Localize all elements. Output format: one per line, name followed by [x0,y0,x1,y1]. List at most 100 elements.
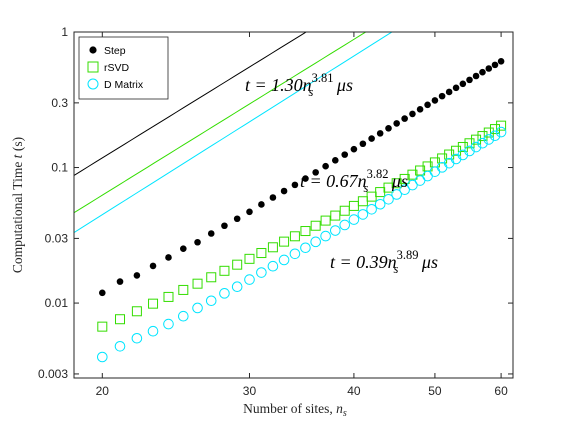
y-axis-label: Computational Time t (s) [10,137,25,273]
point-step [207,230,215,237]
point-d-matrix [97,351,108,363]
point-rsvd [477,131,488,142]
point-step [401,115,408,122]
x-tick-label: 60 [494,384,508,398]
point-d-matrix [219,288,230,299]
legend-marker-rsvd [87,61,99,73]
point-step [194,238,201,246]
point-step [479,68,486,76]
point-d-matrix [114,340,126,352]
point-step [221,222,228,230]
point-rsvd [489,124,500,135]
point-d-matrix [366,203,377,215]
point-d-matrix [357,209,369,220]
x-tick-label: 50 [428,384,442,398]
fit-annotation-dmatrix: t = 0.39n3.89 s μs [330,248,438,276]
fit-line-rsvd [74,32,367,214]
data-markers [97,57,507,363]
point-rsvd [115,314,126,325]
x-tick-label: 30 [243,384,257,398]
point-rsvd [289,231,300,242]
point-rsvd [244,253,255,264]
point-step [459,80,467,88]
point-rsvd [496,120,507,131]
point-d-matrix [256,267,267,278]
point-step [180,245,187,252]
fit-line-step [74,32,308,176]
point-rsvd [471,134,482,145]
point-step [472,72,480,80]
point-d-matrix [163,318,174,330]
point-step [393,120,400,127]
point-step [376,130,384,137]
x-tick-label: 40 [347,384,361,398]
point-step [416,106,424,113]
y-axis-ticks: 0.003 0.01 0.03 0.1 0.3 1 [38,25,513,381]
point-step [368,135,375,142]
legend: Step rSVD D Matrix [78,36,169,100]
point-step [165,254,172,261]
point-step [302,175,309,182]
point-rsvd [256,248,267,259]
point-d-matrix [477,137,488,149]
fit-annotation-step: t = 1.30n3.81 s μs [245,71,353,99]
point-d-matrix [205,295,217,307]
point-d-matrix [374,198,386,210]
point-d-matrix [278,254,290,266]
x-axis-ticks: 20 30 40 50 60 [96,32,508,398]
point-d-matrix [320,230,331,242]
point-step [409,110,416,118]
point-d-matrix [464,145,475,157]
legend-marker-step [89,46,97,54]
point-step [258,201,265,208]
point-step [497,57,505,65]
point-step [291,181,299,189]
point-d-matrix [147,325,159,337]
point-d-matrix [407,179,418,191]
point-rsvd [192,278,203,289]
point-d-matrix [244,274,255,285]
point-d-matrix [339,219,351,231]
point-step [491,61,499,69]
point-step [438,92,446,100]
point-step [149,262,157,270]
point-d-matrix [300,242,311,254]
point-step [341,151,349,158]
point-d-matrix [178,310,189,322]
point-d-matrix [131,332,143,344]
point-rsvd [464,138,475,149]
point-d-matrix [495,126,507,138]
y-tick-label: 0.003 [38,367,68,381]
axes-box [73,31,514,379]
x-tick-label: 20 [96,384,110,398]
point-step [424,101,431,109]
point-d-matrix [489,130,501,142]
fit-annotation-rsvd: t = 0.67n3.82 s μs [300,167,408,195]
point-step [485,65,493,72]
point-step [322,162,329,170]
fit-line-d-matrix [74,32,393,233]
point-d-matrix [192,302,203,314]
point-rsvd [97,321,108,332]
point-rsvd [178,284,189,295]
legend-label-rsvd: rSVD [104,62,130,74]
point-rsvd [163,291,174,302]
point-d-matrix [289,248,301,260]
y-tick-label: 1 [61,25,68,39]
point-rsvd [310,220,321,231]
x-axis-label: Number of sites, ns [243,401,347,419]
point-d-matrix [348,214,360,225]
point-rsvd [279,236,290,247]
point-step [452,84,460,92]
point-d-matrix [383,193,394,205]
point-rsvd [320,215,331,226]
point-step [116,278,124,285]
point-step [331,157,339,164]
point-rsvd [131,306,142,317]
point-rsvd [206,272,217,283]
point-step [312,169,319,176]
point-d-matrix [329,225,341,236]
point-d-matrix [391,189,402,200]
point-rsvd [300,226,311,237]
